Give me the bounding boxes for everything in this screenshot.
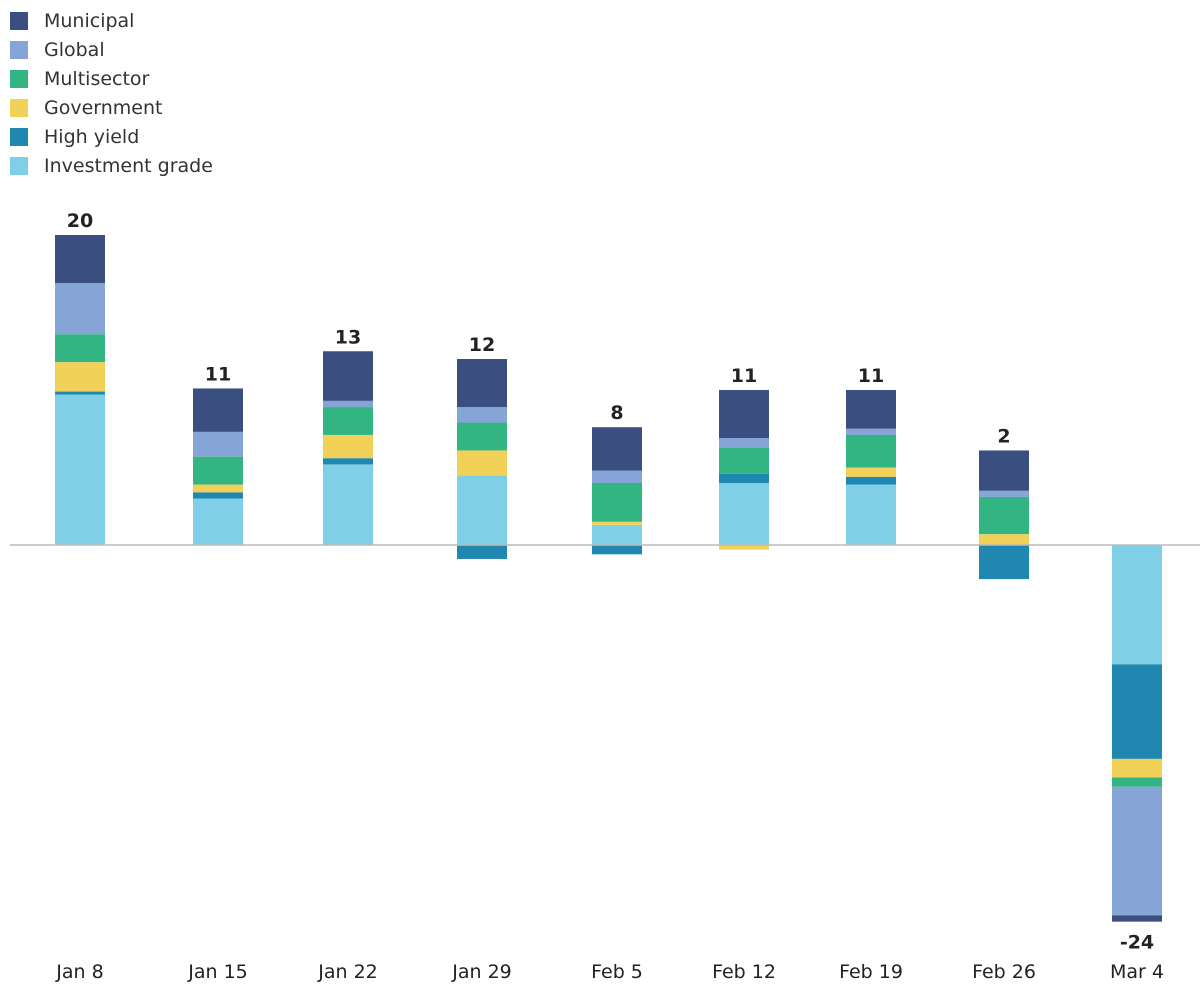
total-label: 11 [858,365,884,387]
bar-segment [323,434,373,459]
x-tick-label: Feb 12 [712,961,776,983]
bar-segment [457,422,507,451]
bar-segment [592,483,642,522]
bar-segment [323,351,373,401]
bar-segment [592,427,642,471]
total-label: 20 [67,210,93,232]
legend-swatch [10,40,28,59]
legend-label: High yield [44,125,140,148]
bar-segment [193,456,243,485]
bar-segment [719,438,769,448]
legend-swatch [10,98,28,117]
total-label: 11 [205,363,231,385]
bar-segment [846,484,896,545]
bar-segment [1112,915,1162,922]
bar-segment [1112,777,1162,787]
bar-segment [719,390,769,439]
bar-segment [55,394,105,545]
x-tick-label: Feb 19 [839,961,903,983]
bar-segment [846,467,896,477]
bar-segment [846,476,896,485]
bar-segment [592,521,642,525]
legend-label: Government [44,96,163,119]
x-tick-label: Mar 4 [1110,961,1164,983]
bar-segment [457,450,507,476]
bar-segment [193,492,243,499]
legend-item: Government [10,93,213,122]
legend-label: Municipal [44,9,135,32]
bar-segment [457,545,507,559]
bar-segment [193,484,243,493]
total-label: -24 [1120,932,1154,954]
legend-swatch [10,11,28,30]
bar-segment [457,475,507,545]
legend-item: Multisector [10,64,213,93]
labels: 20 Jan 8 11 Jan 15 13 Jan 22 12 Jan 29 8 Feb 5 11 F… [55,210,1164,983]
bar-segment [979,496,1029,535]
legend-swatch [10,156,28,175]
bar-segment [846,390,896,429]
bar-segment [55,235,105,284]
total-label: 11 [731,365,757,387]
total-label: 12 [469,334,495,356]
bar-segment [55,362,105,392]
bar-segment [846,428,896,435]
legend-label: Global [44,38,105,61]
legend-item: Municipal [10,6,213,35]
legend-item: High yield [10,122,213,151]
legend: Municipal Global Multisector Government High… [10,6,213,180]
bar-segment [979,450,1029,491]
bar-segment [846,434,896,468]
bar-segment [55,391,105,395]
bar-segment [719,483,769,545]
bar-segment [592,470,642,483]
legend-item: Global [10,35,213,64]
bar-segment [323,400,373,408]
x-tick-label: Feb 5 [591,961,643,983]
total-label: 13 [335,326,361,348]
bar-segment [323,458,373,465]
bar-segment [193,431,243,457]
bar-segment [979,490,1029,497]
bar-segment [1112,545,1162,665]
bars [55,235,1162,922]
total-label: 2 [997,425,1010,447]
bar-segment [55,334,105,363]
bar-segment [979,534,1029,545]
bar-segment [979,545,1029,580]
bar-segment [592,524,642,545]
bar-segment [719,473,769,483]
bar-segment [719,447,769,474]
bar-segment [457,407,507,423]
x-tick-label: Jan 22 [317,961,378,983]
x-tick-label: Jan 8 [55,961,103,983]
legend-label: Multisector [44,67,150,90]
x-tick-label: Feb 26 [972,961,1036,983]
bar-segment [323,464,373,545]
legend-swatch [10,69,28,88]
bar-segment [193,388,243,432]
bar-segment [1112,664,1162,759]
x-tick-label: Jan 15 [187,961,248,983]
bar-segment [457,359,507,408]
bar-segment [55,283,105,335]
bar-segment [719,545,769,550]
bar-segment [1112,786,1162,916]
bar-segment [592,545,642,555]
legend-label: Investment grade [44,154,213,177]
bar-segment [1112,758,1162,778]
bar-segment [323,407,373,435]
x-tick-label: Jan 29 [451,961,512,983]
bar-segment [193,498,243,545]
legend-item: Investment grade [10,151,213,180]
legend-swatch [10,127,28,146]
total-label: 8 [610,402,623,424]
